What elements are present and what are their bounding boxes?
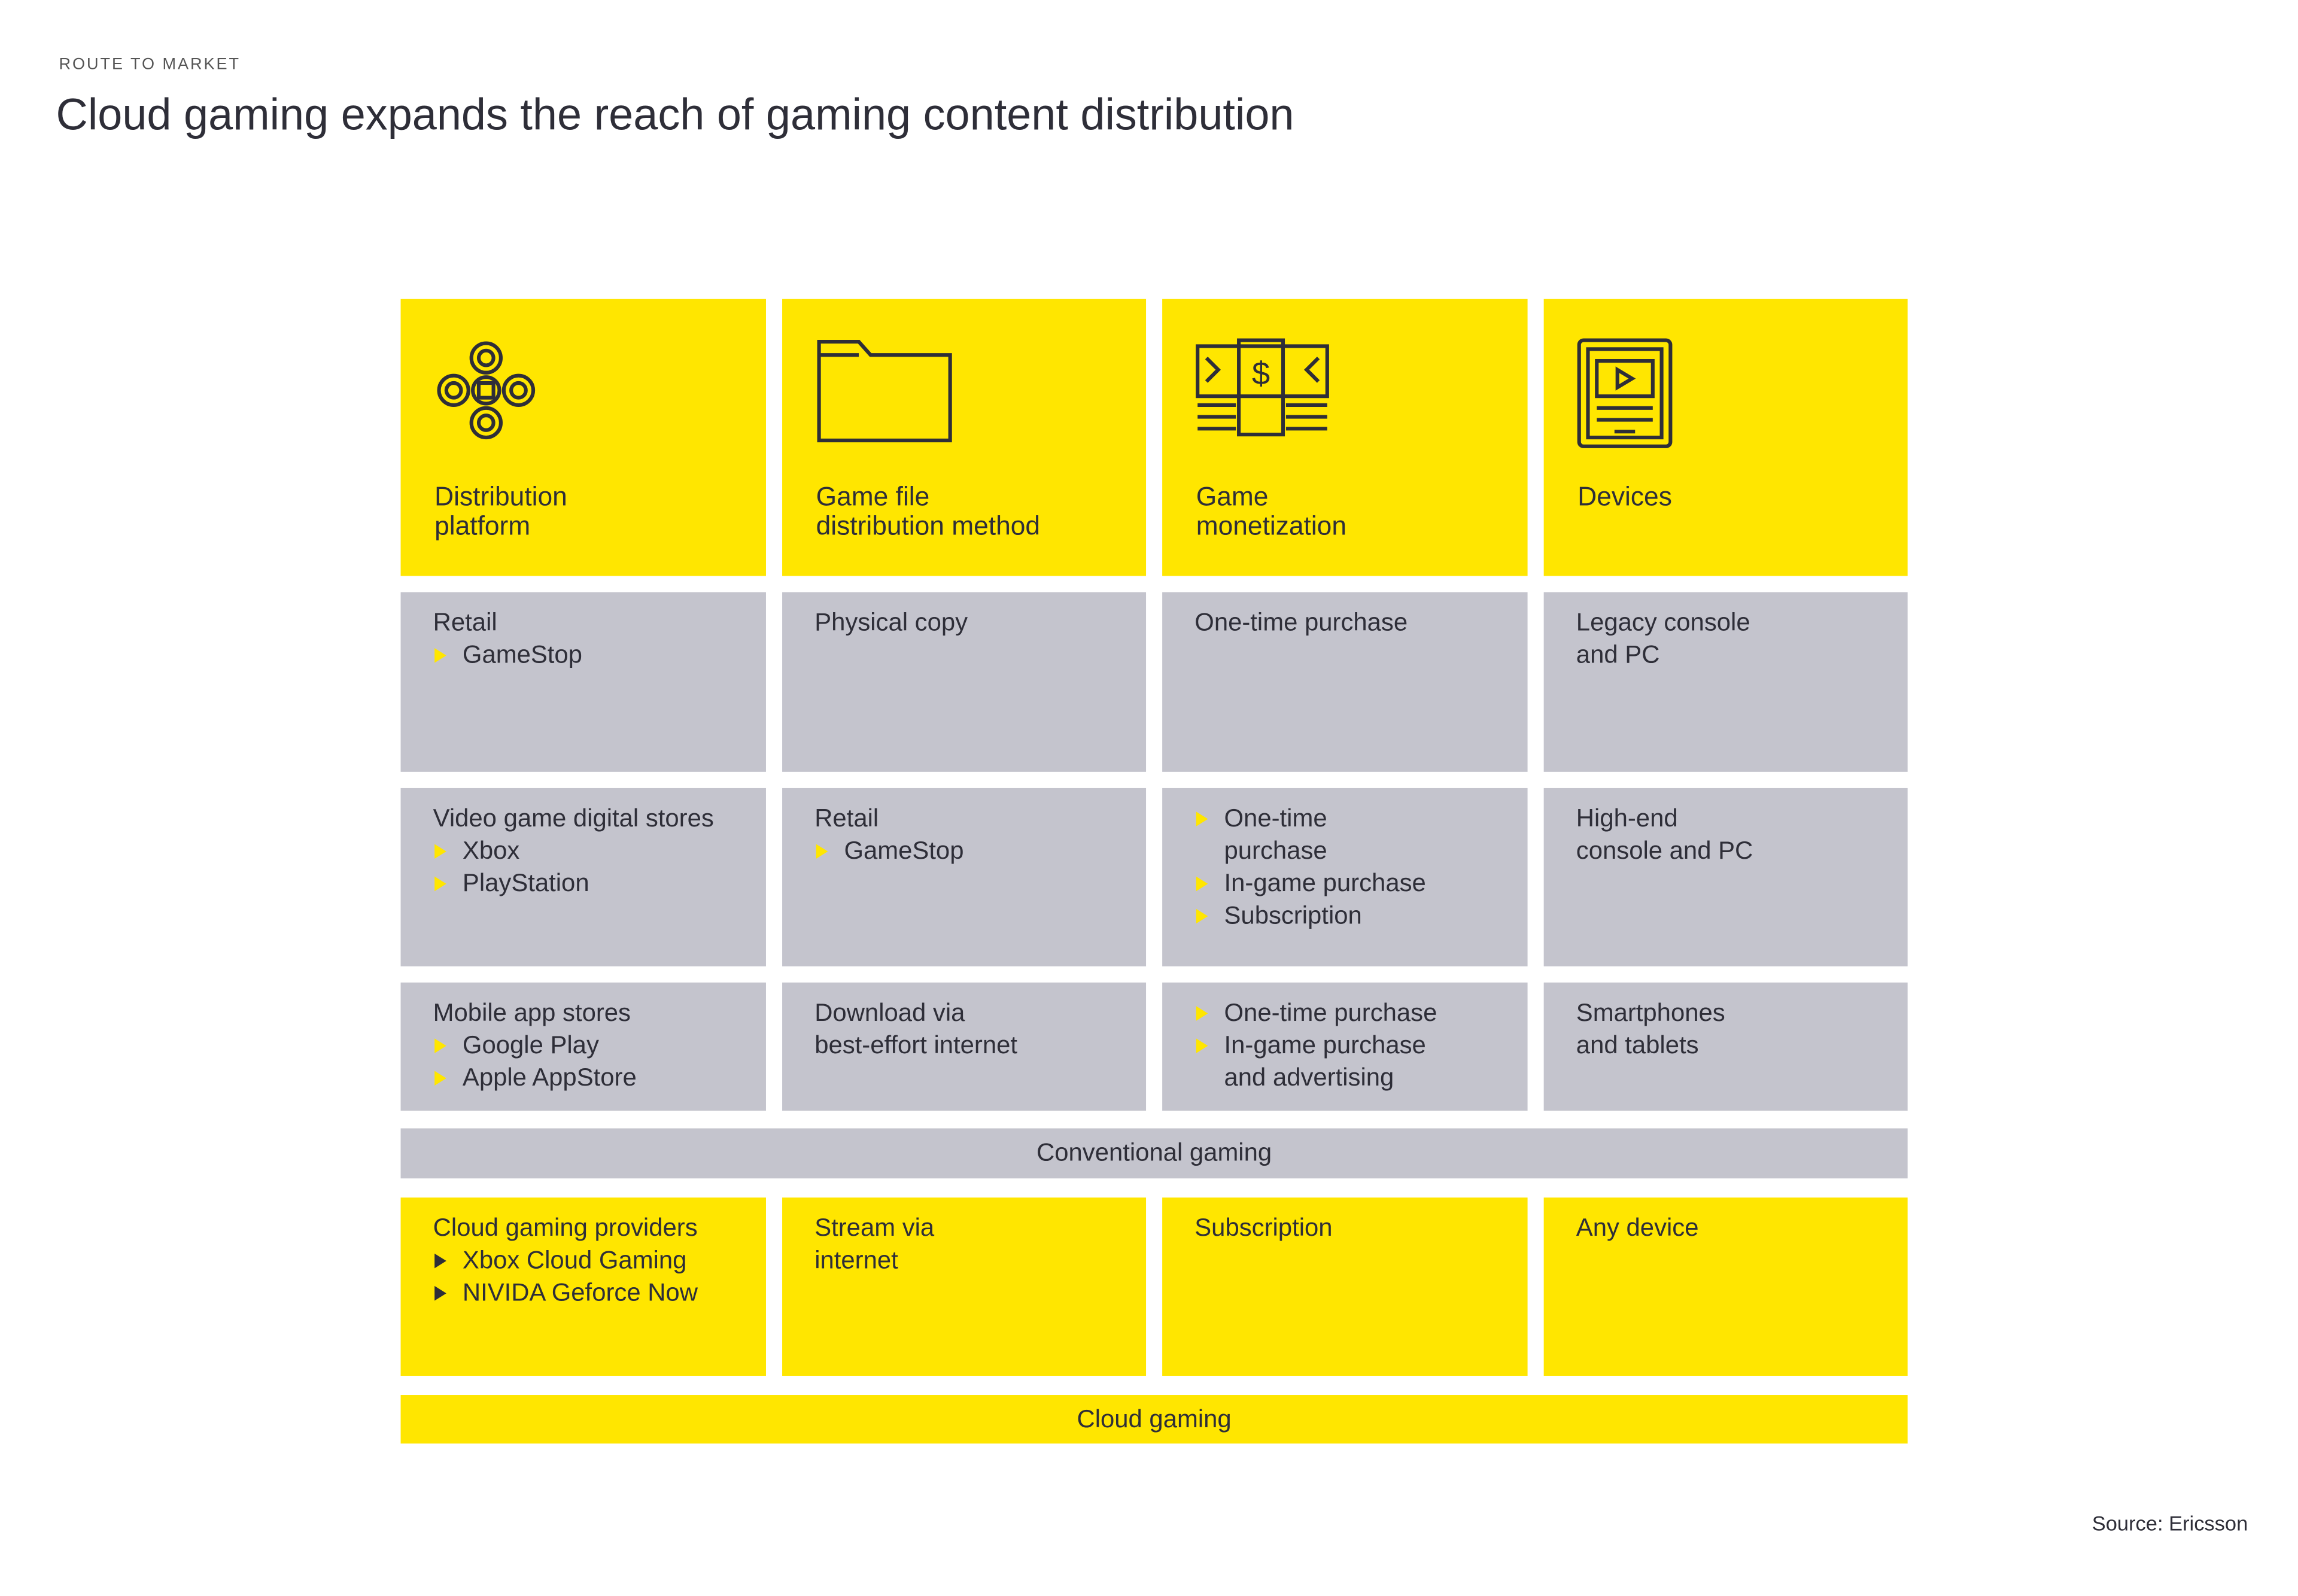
column-header: Game file distribution method [782, 299, 1147, 576]
text-line: and PC [1576, 640, 1660, 669]
cell: Legacy console and PC [1543, 592, 1908, 772]
text-line: Game [1196, 481, 1269, 512]
text-line: PlayStation [462, 869, 589, 898]
bullet: One-time purchase [1194, 997, 1498, 1029]
text-line: Apple AppStore [462, 1063, 637, 1092]
text-line: Subscription [1194, 1214, 1333, 1242]
column-header: $ Game monetization [1162, 299, 1528, 576]
text-line: distribution method [816, 511, 1041, 541]
bullet: In-game purchase and advertising [1194, 1030, 1498, 1095]
bullet: Xbox [433, 835, 737, 868]
cell: Retail GameStop [782, 788, 1147, 966]
text-line: Any device [1576, 1214, 1699, 1242]
cell: One-time purchase In-game purchase and adv… [1162, 982, 1528, 1111]
column-header: Distribution platform [400, 299, 766, 576]
bullet: PlayStation [433, 868, 737, 900]
text-line: Devices [1577, 481, 1672, 512]
text-line: purchase [1224, 837, 1327, 865]
column-header: Devices [1543, 299, 1908, 576]
text-line: best-effort internet [814, 1031, 1018, 1059]
cell: Stream via internet [782, 1197, 1147, 1376]
text-line: One-time purchase [1194, 608, 1408, 637]
cell: Physical copy [782, 592, 1147, 772]
text-line: Subscription [1224, 901, 1362, 930]
text-line: Game file [816, 481, 930, 512]
text-line: Download via [814, 998, 965, 1027]
bullet: GameStop [433, 639, 737, 671]
text-line: Cloud gaming providers [433, 1214, 698, 1242]
cell: High-end console and PC [1543, 788, 1908, 966]
icon [817, 339, 952, 443]
text-line: High-end [1576, 804, 1678, 832]
text-line: console and PC [1576, 837, 1753, 865]
text-line: Google Play [462, 1031, 599, 1059]
title: Cloud gaming expands the reach of gaming… [56, 91, 1294, 140]
source: Source: Ericsson [2092, 1511, 2248, 1535]
cell: Mobile app stores Google Play Apple AppSto… [400, 982, 766, 1111]
cell: One-time purchase [1162, 592, 1528, 772]
svg-text:$: $ [1252, 355, 1270, 391]
icon [437, 341, 536, 440]
kicker: ROUTE TO MARKET [59, 56, 241, 74]
cell: Subscription [1162, 1197, 1528, 1376]
text-line: One-time [1224, 804, 1327, 832]
cell: Video game digital stores Xbox PlayStation [400, 788, 766, 966]
bullet: GameStop [814, 835, 1117, 868]
text-line: internet [814, 1246, 898, 1275]
icon: $ [1196, 338, 1329, 437]
cell: Smartphones and tablets [1543, 982, 1908, 1111]
text-line: Distribution [434, 481, 567, 512]
band-label: Cloud gaming [400, 1395, 1908, 1444]
text-line: monetization [1196, 511, 1346, 541]
bullet: NIVIDA Geforce Now [433, 1277, 737, 1309]
cell: One-time purchase In-game purchase Subscrip… [1162, 788, 1528, 966]
text-line: Legacy console [1576, 608, 1750, 637]
icon [1577, 338, 1673, 448]
text-line: GameStop [462, 640, 582, 669]
text-line: Smartphones [1576, 998, 1725, 1027]
text-line: In-game purchase [1224, 1031, 1426, 1059]
text-line: Physical copy [814, 608, 968, 637]
cell: Download via best-effort internet [782, 982, 1147, 1111]
text-line: Retail [814, 804, 879, 832]
text-line: Xbox Cloud Gaming [462, 1246, 687, 1275]
text-line: In-game purchase [1224, 869, 1426, 898]
text-line: Mobile app stores [433, 998, 631, 1027]
text-line: and advertising [1224, 1063, 1394, 1092]
bullet: Xbox Cloud Gaming [433, 1245, 737, 1277]
text-line: platform [434, 511, 531, 541]
bullet: Google Play [433, 1030, 737, 1062]
band-label: Conventional gaming [400, 1128, 1908, 1179]
cell: Any device [1543, 1197, 1908, 1376]
text-line: Video game digital stores [433, 804, 714, 832]
bullet: In-game purchase [1194, 868, 1498, 900]
text-line: NIVIDA Geforce Now [462, 1278, 698, 1307]
bullet: Apple AppStore [433, 1062, 737, 1095]
text-line: Xbox [462, 837, 520, 865]
text-line: One-time purchase [1224, 998, 1437, 1027]
cell: Retail GameStop [400, 592, 766, 772]
cell: Cloud gaming providers Xbox Cloud Gaming N… [400, 1197, 766, 1376]
text-line: Retail [433, 608, 497, 637]
text-line: GameStop [844, 837, 964, 865]
text-line: and tablets [1576, 1031, 1699, 1059]
bullet: Subscription [1194, 900, 1498, 932]
bullet: One-time purchase [1194, 803, 1498, 868]
text-line: Stream via [814, 1214, 935, 1242]
